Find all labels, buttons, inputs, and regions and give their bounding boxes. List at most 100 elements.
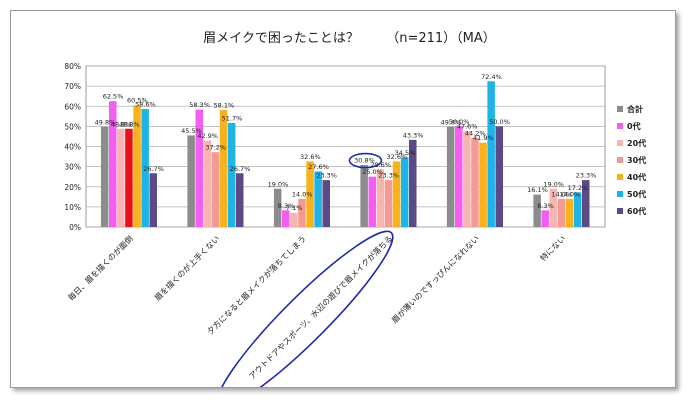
data-label: 17.2% <box>568 184 589 192</box>
chart-subtitle: （n=211）（MA） <box>386 31 496 46</box>
legend-label: 40代 <box>627 172 646 182</box>
data-label: 58.6% <box>135 101 156 109</box>
bar <box>479 142 487 227</box>
bar <box>211 152 220 227</box>
bar <box>236 173 244 227</box>
data-label: 26.7% <box>143 165 164 173</box>
bar <box>149 173 157 227</box>
bar-chart: 眉メイクで困ったことは？ （n=211）（MA） 0% 10% 20% 30% 40% 5… <box>64 31 646 387</box>
highlight-ellipse-value <box>348 152 383 169</box>
bar <box>100 126 109 227</box>
bar <box>117 128 125 227</box>
bar <box>392 161 401 227</box>
data-label: 32.6% <box>300 153 321 161</box>
bar <box>487 81 495 227</box>
bar <box>273 188 282 227</box>
bar <box>455 126 463 227</box>
category-label: 眉が薄いのですっぴんになれない <box>389 233 481 325</box>
bar <box>446 126 455 227</box>
y-tick-label: 80% <box>64 62 81 71</box>
bar <box>125 128 133 227</box>
bar <box>573 192 582 227</box>
bar <box>533 194 541 227</box>
data-label: 58.1% <box>214 102 235 110</box>
bar <box>384 180 393 227</box>
y-tick-label: 50% <box>64 122 81 131</box>
bar <box>463 131 471 227</box>
legend-swatch <box>617 123 623 129</box>
category-label: 眉を描くのが上手くない <box>152 233 221 302</box>
category-label: 毎日、眉を描くのが面倒 <box>66 233 135 302</box>
data-label: 34.5% <box>395 149 416 157</box>
data-label: 58.3% <box>189 101 210 109</box>
data-label: 27.6% <box>308 163 329 171</box>
highlight-ellipse-category <box>216 230 394 387</box>
data-label: 19.0% <box>543 180 564 188</box>
y-tick-label: 20% <box>64 183 81 192</box>
bar <box>133 105 141 227</box>
y-tick-label: 10% <box>64 203 81 212</box>
category-label: アウトドアやスポーツ、水辺の遊びで眉メイクが落ちる <box>247 233 395 381</box>
data-label: 37.2% <box>205 144 226 152</box>
legend-label: 50代 <box>627 189 646 199</box>
bar <box>109 101 117 227</box>
legend-label: 60代 <box>627 206 646 216</box>
y-tick-label: 60% <box>64 102 81 111</box>
data-label: 48.8% <box>119 120 140 128</box>
bar <box>141 109 149 227</box>
data-label: 49.8% <box>441 118 462 126</box>
data-label: 50.0% <box>449 118 470 126</box>
bar <box>298 198 306 227</box>
data-label: 41.9% <box>473 134 494 142</box>
bar <box>582 180 590 227</box>
category-label: 夕方になると眉メイクが落ちてしまう <box>205 233 308 336</box>
bar <box>376 169 385 227</box>
data-label: 51.7% <box>222 114 243 122</box>
chart-frame: 眉メイクで困ったことは？ （n=211）（MA） 0% 10% 20% 30% 40% 5… <box>10 10 676 388</box>
legend-swatch <box>617 208 623 214</box>
data-label: 8.3% <box>537 202 554 210</box>
data-label: 23.3% <box>576 172 597 180</box>
y-tick-label: 0% <box>69 223 81 232</box>
data-label: 47.6% <box>457 123 478 131</box>
bar <box>557 198 566 227</box>
bar <box>314 171 322 227</box>
data-label: 19.0% <box>268 180 289 188</box>
data-label: 16.1% <box>527 186 548 194</box>
y-tick-label: 30% <box>64 163 81 172</box>
bar <box>282 210 290 227</box>
data-label: 43.3% <box>403 131 424 139</box>
data-label: 14.0% <box>560 190 581 198</box>
data-label: 50.0% <box>489 118 510 126</box>
data-label: 48.8% <box>111 120 132 128</box>
bar <box>549 188 558 227</box>
bar <box>187 135 195 227</box>
bar <box>322 180 330 227</box>
bar <box>203 140 212 227</box>
bar <box>400 157 409 227</box>
legend-label: 0代 <box>627 121 641 131</box>
legend-label: 合計 <box>626 104 643 114</box>
data-label: 62.5% <box>103 93 124 101</box>
bar <box>219 110 228 227</box>
legend-swatch <box>617 191 623 197</box>
data-label: 23.3% <box>378 172 399 180</box>
data-label: 45.5% <box>181 127 202 135</box>
chart-title: 眉メイクで困ったことは？ <box>203 31 359 46</box>
legend-swatch <box>617 106 623 112</box>
y-tick-label: 40% <box>64 143 81 152</box>
data-label: 44.2% <box>465 130 486 138</box>
category-label: 特にない <box>538 233 568 263</box>
data-label: 60.5% <box>127 97 148 105</box>
bar <box>227 122 236 227</box>
bar <box>290 212 298 227</box>
legend-swatch <box>617 157 623 163</box>
legend-swatch <box>617 174 623 180</box>
data-label: 49.8% <box>95 118 116 126</box>
data-label: 23.3% <box>316 172 337 180</box>
bar <box>565 198 574 227</box>
legend-swatch <box>617 140 623 146</box>
data-label: 7.1% <box>286 204 303 212</box>
data-label: 30.8% <box>354 157 375 165</box>
data-label: 28.6% <box>370 161 391 169</box>
